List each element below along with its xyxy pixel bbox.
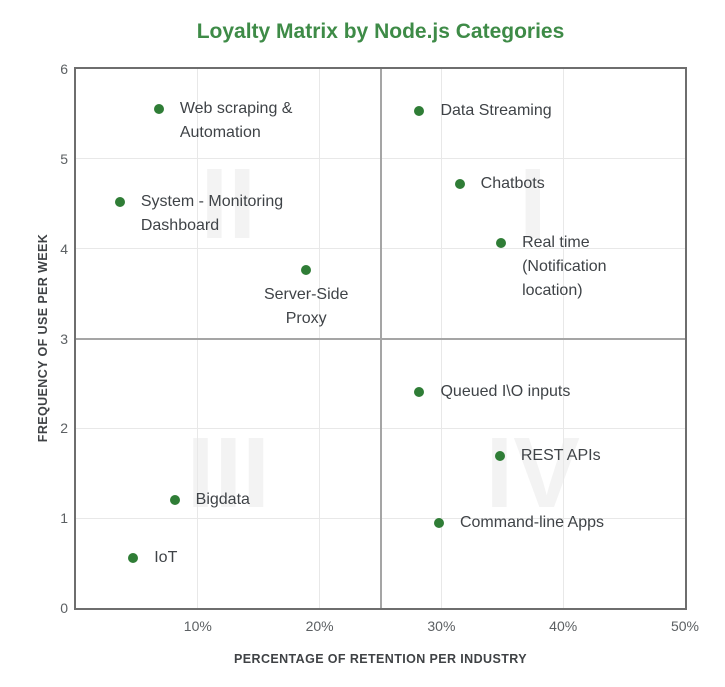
quadrant-divider-horizontal: [76, 337, 685, 340]
x-axis-title: PERCENTAGE OF RETENTION PER INDUSTRY: [234, 652, 527, 666]
data-point-label: Command-line Apps: [459, 513, 605, 531]
y-tick-label-1: 1: [60, 510, 68, 527]
y-tick-label-4: 4: [60, 240, 68, 257]
data-point-label: Bigdata: [195, 491, 250, 509]
x-tick-label-10: 10%: [183, 618, 212, 634]
data-point-marker: [114, 196, 125, 207]
y-tick-label-5: 5: [60, 150, 68, 167]
data-point-label: Chatbots: [480, 174, 545, 192]
data-point-marker: [494, 451, 505, 462]
data-point-marker: [496, 238, 507, 249]
data-point-marker: [128, 552, 139, 563]
x-tick-label-40: 40%: [549, 618, 578, 634]
data-point-label: Server-Side Proxy: [263, 286, 349, 328]
x-tick-label-20: 20%: [305, 618, 334, 634]
data-point-label: Data Streaming: [440, 102, 552, 120]
quadrant-label-i: I: [518, 147, 547, 260]
y-tick-label-0: 0: [60, 600, 68, 616]
data-point-label: IoT: [154, 548, 178, 566]
quadrant-label-iii: III: [186, 417, 270, 530]
data-point-label: Web scraping & Automation: [179, 100, 293, 142]
quadrant-label-iv: IV: [485, 417, 580, 530]
data-point-label: REST APIs: [520, 447, 601, 465]
y-tick-label-6: 6: [60, 61, 68, 77]
y-tick-label-3: 3: [60, 330, 68, 347]
data-point-marker: [169, 495, 180, 506]
data-point-marker: [433, 517, 444, 528]
data-point-label: Real time (Notification location): [522, 234, 607, 300]
plot-area: I II III IV Web scraping & Automation Data S…: [74, 67, 687, 610]
data-point-marker: [301, 265, 312, 276]
data-point-marker: [454, 178, 465, 189]
quadrant-label-ii: II: [200, 147, 257, 260]
data-point-marker: [414, 106, 425, 117]
data-point-marker: [414, 387, 425, 398]
chart-title: Loyalty Matrix by Node.js Categories: [196, 20, 565, 43]
x-tick-label-30: 30%: [427, 618, 456, 634]
y-tick-label-2: 2: [60, 420, 68, 437]
data-point-label: System - Monitoring Dashboard: [140, 192, 284, 234]
data-point-label: Queued I\O inputs: [440, 383, 571, 401]
x-tick-label-50: 50%: [670, 618, 700, 634]
data-point-marker: [153, 104, 164, 115]
